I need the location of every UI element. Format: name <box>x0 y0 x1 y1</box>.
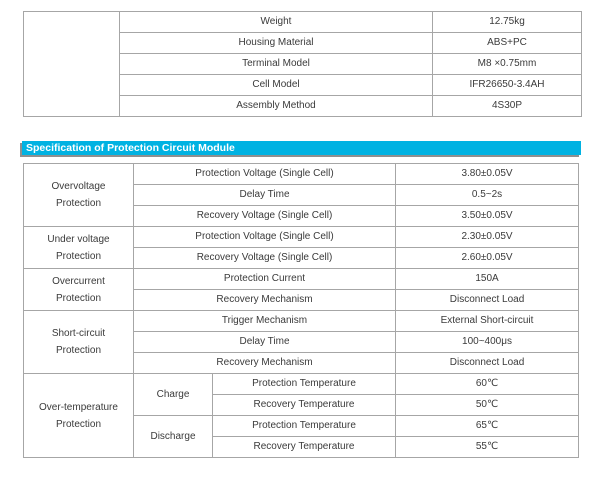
group-label-line: Protection <box>55 250 102 262</box>
row-label: Protection Temperature <box>211 415 397 437</box>
spec-value-cell-model: IFR26650-3.4AH <box>432 74 582 96</box>
table-row: Under voltage Protection Protection Volt… <box>23 226 580 269</box>
table-row: Assembly Method 4S30P <box>24 95 582 117</box>
row-label: Protection Voltage (Single Cell) <box>132 226 397 248</box>
subgroup-cell-charge: Charge <box>133 373 213 416</box>
row-value: 2.60±0.05V <box>395 247 580 269</box>
group-cell-under-voltage-protection: Under voltage Protection <box>23 226 134 269</box>
protection-circuit-module-table: Overvoltage Protection Protection Voltag… <box>23 163 580 458</box>
table-row: Overvoltage Protection Protection Voltag… <box>23 163 580 227</box>
table-row: Recovery Temperature 55℃ <box>24 436 580 458</box>
group-cell-over-temperature-protection: Over-temperature Protection <box>23 373 134 458</box>
group-label-line: Under voltage <box>47 233 110 245</box>
row-label: Protection Current <box>132 268 397 290</box>
spec-label-weight: Weight <box>119 11 433 33</box>
row-value: 60℃ <box>395 373 580 395</box>
row-label: Trigger Mechanism <box>132 310 397 332</box>
row-label: Delay Time <box>132 331 397 353</box>
row-value: 3.80±0.05V <box>395 163 580 185</box>
row-value: 65℃ <box>395 415 580 437</box>
spec-value-terminal-model: M8 ×0.75mm <box>432 53 582 75</box>
subgroup-cell-discharge: Discharge <box>133 415 213 458</box>
row-label: Protection Temperature <box>211 373 397 395</box>
table-row: Over-temperature Protection Charge Prote… <box>23 373 580 458</box>
group-cell-overcurrent-protection: Overcurrent Protection <box>23 268 134 311</box>
row-label: Recovery Mechanism <box>132 352 397 374</box>
spec-label-terminal-model: Terminal Model <box>119 53 433 75</box>
group-cell-overvoltage-protection: Overvoltage Protection <box>23 163 134 227</box>
row-value: 100~400μs <box>395 331 580 353</box>
group-label-line: Overvoltage <box>51 181 106 192</box>
row-label: Recovery Temperature <box>211 394 397 416</box>
table-row: Delay Time 0.5~2s <box>24 184 580 206</box>
table-row: Weight 12.75kg <box>23 11 582 117</box>
row-value: Disconnect Load <box>395 289 580 311</box>
group-label-line: Overcurrent <box>52 275 105 287</box>
general-spec-table: Weight 12.75kg Housing Material ABS+PC T… <box>23 11 582 117</box>
spec-label-cell-model: Cell Model <box>119 74 433 96</box>
row-value: 3.50±0.05V <box>395 205 580 227</box>
group-label-line: Protection <box>55 292 102 304</box>
row-value: 0.5~2s <box>395 184 580 206</box>
section-header: Specification of Protection Circuit Modu… <box>22 141 581 155</box>
row-label: Protection Voltage (Single Cell) <box>132 163 397 185</box>
spec-value-weight: 12.75kg <box>432 11 582 33</box>
table-row: Housing Material ABS+PC <box>24 32 582 54</box>
spec-label-housing-material: Housing Material <box>119 32 433 54</box>
table-row: Overcurrent Protection Protection Curren… <box>23 268 580 311</box>
spec-value-assembly-method: 4S30P <box>432 95 582 117</box>
group-label-line: Short-circuit <box>51 328 106 339</box>
row-label: Recovery Mechanism <box>132 289 397 311</box>
spec-value-housing-material: ABS+PC <box>432 32 582 54</box>
row-value: 55℃ <box>395 436 580 458</box>
row-label: Recovery Voltage (Single Cell) <box>132 205 397 227</box>
spec-label-assembly-method: Assembly Method <box>119 95 433 117</box>
row-value: External Short-circuit <box>395 310 580 332</box>
row-value: 150A <box>395 268 580 290</box>
empty-merged-cell <box>23 11 120 117</box>
group-label-line: Protection <box>55 345 102 356</box>
table-row: Short-circuit Protection Trigger Mechani… <box>23 310 580 374</box>
row-value: 2.30±0.05V <box>395 226 580 248</box>
row-label: Recovery Temperature <box>211 436 397 458</box>
table-row: Recovery Temperature 50℃ <box>24 394 580 416</box>
row-value: Disconnect Load <box>395 352 580 374</box>
table-row: Discharge Protection Temperature 65℃ <box>24 415 580 458</box>
row-value: 50℃ <box>395 394 580 416</box>
table-row: Delay Time 100~400μs <box>24 331 580 353</box>
group-label-line: Protection <box>55 418 102 430</box>
row-label: Recovery Voltage (Single Cell) <box>132 247 397 269</box>
group-cell-short-circuit-protection: Short-circuit Protection <box>23 310 134 374</box>
group-label-line: Over-temperature <box>39 401 118 413</box>
row-label: Delay Time <box>132 184 397 206</box>
table-row: Recovery Voltage (Single Cell) 3.50±0.05… <box>24 205 580 227</box>
group-label-line: Protection <box>55 198 102 209</box>
table-row: Terminal Model M8 ×0.75mm <box>24 53 582 75</box>
